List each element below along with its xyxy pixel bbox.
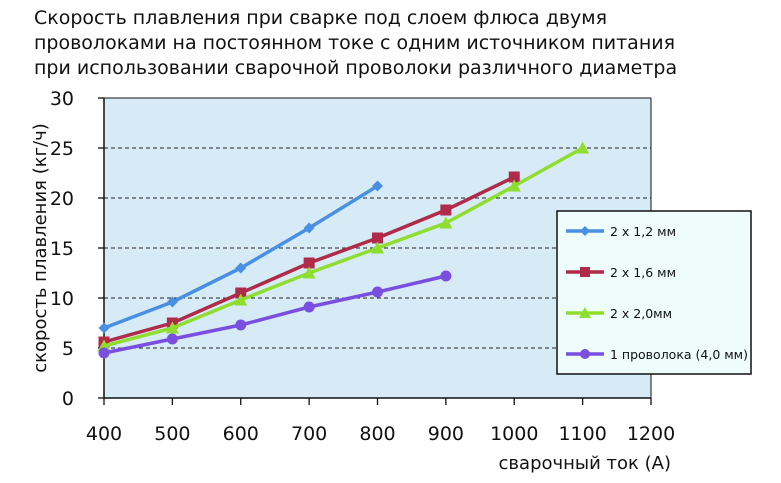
- legend-item-1: 2 x 1,2 мм: [566, 224, 676, 239]
- data-point-3-1: [97, 339, 111, 352]
- data-point-4-4: [303, 301, 315, 313]
- x-tick-label-800: 800: [359, 423, 395, 445]
- tick-labels: 0 5 10 15 20 25 30 400 500 600 700 800 900 1000 1100 12…: [50, 88, 675, 445]
- data-point-3-3: [234, 293, 248, 306]
- legend-marker-1: [580, 226, 590, 236]
- x-tick-label-1200: 1200: [627, 423, 675, 445]
- x-tick-label-900: 900: [428, 423, 464, 445]
- data-point-4-3: [235, 319, 247, 331]
- data-point-2-5: [372, 232, 383, 244]
- series-3: [97, 141, 590, 352]
- y-tick-label-5: 5: [62, 338, 74, 360]
- series-group: [97, 141, 590, 359]
- data-point-1-1: [98, 322, 110, 334]
- data-point-1-3: [235, 262, 247, 274]
- data-point-2-7: [508, 171, 520, 183]
- data-point-3-8: [576, 141, 590, 154]
- data-point-2-4: [303, 257, 315, 269]
- legend-item-3: 2 x 2,0мм: [566, 306, 672, 321]
- x-tick-label-600: 600: [223, 423, 259, 445]
- data-point-2-6: [440, 204, 452, 216]
- legend-item-4: 1 проволока (4,0 мм): [566, 347, 748, 362]
- legend-box: [556, 210, 752, 375]
- x-axis-label: сварочный ток (A): [499, 453, 671, 474]
- chart-title-line-1: Скорость плавления при сварке под слоем …: [34, 7, 608, 29]
- data-point-3-7: [507, 179, 521, 192]
- legend-label-4: 1 проволока (4,0 мм): [610, 347, 748, 362]
- x-tick-label-700: 700: [291, 423, 327, 445]
- chart-title-line-2: проволоками на постоянном токе с одним и…: [34, 32, 676, 54]
- series-1: [98, 180, 383, 334]
- legend-label-1: 2 x 1,2 мм: [610, 224, 676, 239]
- data-point-1-4: [303, 222, 315, 234]
- data-point-1-5: [372, 180, 383, 192]
- y-tick-label-0: 0: [62, 388, 74, 410]
- legend-label-2: 2 x 1,6 мм: [610, 265, 676, 280]
- y-tick-label-15: 15: [50, 238, 74, 260]
- chart-title-line-3: при использовании сварочной проволоки ра…: [34, 57, 678, 79]
- series-4: [98, 270, 452, 359]
- data-point-3-2: [165, 321, 179, 334]
- data-point-4-1: [98, 347, 110, 359]
- data-point-1-2: [166, 296, 178, 308]
- data-point-4-5: [372, 286, 383, 298]
- legend-marker-4: [580, 349, 590, 359]
- x-tick-label-1000: 1000: [490, 423, 538, 445]
- data-point-2-3: [235, 287, 247, 299]
- legend-label-3: 2 x 2,0мм: [610, 306, 672, 321]
- y-tick-label-10: 10: [50, 288, 74, 310]
- legend-marker-3: [579, 307, 591, 318]
- legend: 2 x 1,2 мм 2 x 1,6 мм 2 x 2,0мм 1 проволока…: [556, 210, 752, 375]
- x-tick-label-500: 500: [154, 423, 190, 445]
- y-tick-label-25: 25: [50, 138, 74, 160]
- data-point-3-4: [302, 266, 316, 279]
- y-tick-label-20: 20: [50, 188, 74, 210]
- x-tick-label-400: 400: [86, 423, 122, 445]
- data-point-4-2: [166, 333, 178, 345]
- data-point-4-6: [440, 270, 452, 282]
- chart-title: Скорость плавления при сварке под слоем …: [34, 6, 774, 81]
- data-point-3-6: [439, 216, 453, 229]
- y-axis-label: скорость плавления (кг/ч): [30, 123, 51, 373]
- series-line-4: [103, 274, 447, 355]
- data-point-3-5: [371, 241, 384, 254]
- x-tick-label-1100: 1100: [558, 423, 606, 445]
- y-tick-label-30: 30: [50, 88, 74, 110]
- series-line-3: [103, 146, 584, 348]
- legend-marker-2: [580, 267, 590, 277]
- legend-item-2: 2 x 1,6 мм: [566, 265, 676, 280]
